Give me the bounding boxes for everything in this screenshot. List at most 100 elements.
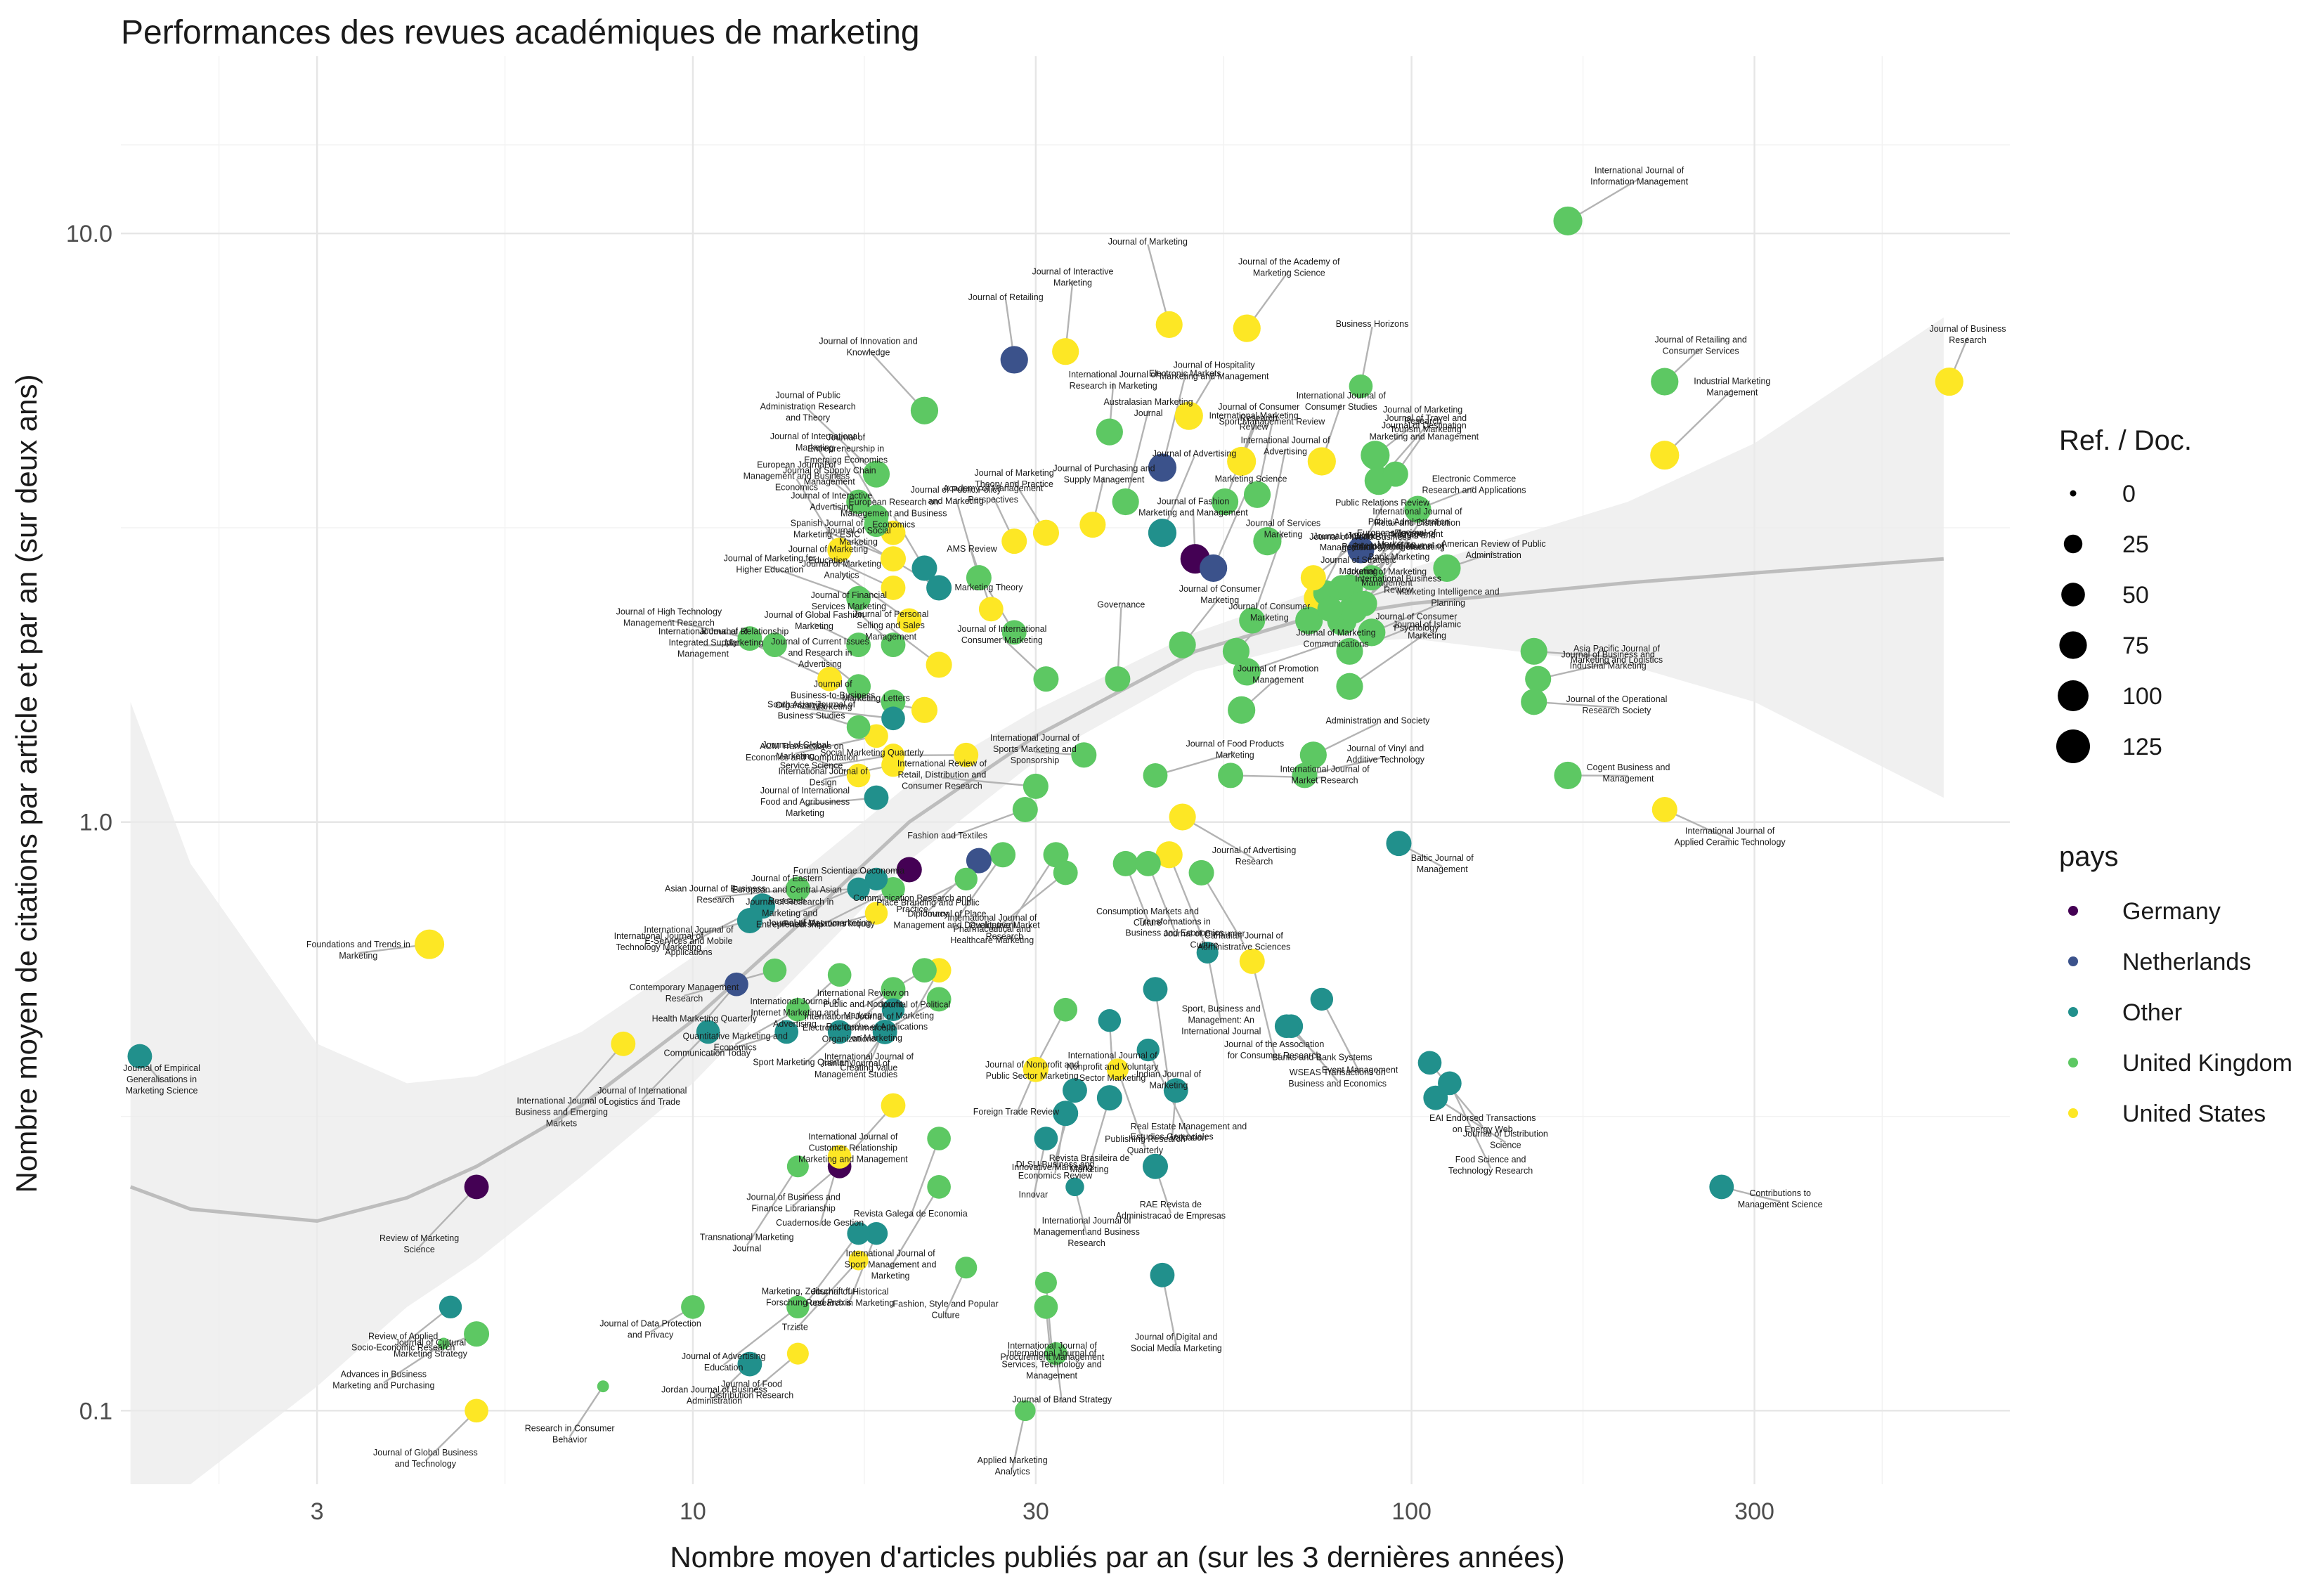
data-point (1148, 453, 1177, 482)
point-label: International Journal of Services, Techno… (1001, 1348, 1101, 1380)
leader-line (746, 1166, 799, 1247)
y-axis-title: Nombre moyen de citations par article et… (10, 375, 43, 1193)
point-label: Journal of Consumer Culture (1164, 929, 1245, 950)
data-point (597, 1380, 609, 1393)
data-point (1307, 447, 1336, 476)
point-label: Journal of Cultural Marketing Strategy (394, 1337, 468, 1358)
point-label: International Journal of E-Services and M… (644, 925, 734, 957)
data-point (1554, 761, 1582, 790)
point-label: Marketing, Zeitschrift fur Forschung und … (762, 1287, 856, 1308)
point-label: Journal of Business and Industrial Market… (1561, 650, 1654, 671)
data-point (1520, 637, 1547, 665)
data-point (978, 597, 1004, 622)
point-label: European Journal of Management and Busine… (744, 460, 850, 493)
color-legend-label: Other (2122, 999, 2182, 1026)
leader-line (890, 1186, 940, 1268)
data-points (127, 206, 1963, 1423)
point-label: Journal of Marketing Research (1383, 405, 1462, 426)
point-label: Journal of Purchasing and Supply Manageme… (1053, 464, 1155, 485)
data-point (955, 1257, 978, 1279)
leader-line (807, 1233, 859, 1301)
data-point (881, 575, 906, 600)
data-point (1650, 441, 1680, 470)
data-point (1227, 446, 1257, 476)
trend-line-path (129, 557, 1944, 1224)
data-point (926, 651, 952, 678)
data-point (1143, 762, 1168, 788)
data-point (1300, 565, 1326, 591)
size-legend-label: 25 (2122, 531, 2149, 558)
size-legend-label: 125 (2122, 734, 2162, 760)
data-point (1239, 607, 1266, 634)
point-label: International Journal of Applied Ceramic … (1674, 826, 1786, 847)
data-point (864, 902, 888, 925)
point-label: Journal of Political Marketing (879, 1000, 950, 1021)
point-label: Foreign Trade Review (973, 1107, 1060, 1117)
point-label: Marketing Letters (842, 693, 910, 703)
data-point (881, 1093, 906, 1118)
color-legend-key (2068, 1108, 2078, 1118)
data-point (737, 626, 762, 651)
leader-line (799, 707, 894, 720)
data-point (1222, 637, 1250, 665)
data-point (966, 565, 992, 591)
color-legend-key (2068, 1007, 2078, 1017)
x-tick-label: 3 (311, 1498, 324, 1525)
data-point (827, 1020, 852, 1044)
point-label: Journal of Fashion Marketing and Manageme… (1138, 496, 1248, 517)
size-legend-key (2063, 534, 2083, 554)
point-label: ACM Transactions on Economics and Computa… (746, 741, 858, 762)
data-point (1218, 762, 1244, 788)
leader-line (1161, 376, 1186, 468)
leader-line (955, 498, 980, 578)
size-legend-key (2059, 631, 2087, 659)
trend-line (129, 557, 1944, 1224)
point-label: Marketing Intelligence and Planning (1397, 587, 1500, 608)
data-point (1358, 618, 1386, 647)
data-point (827, 963, 852, 987)
data-point (990, 842, 1016, 868)
size-legend-key (2058, 680, 2089, 711)
point-label: Journal of Food Distribution Research (710, 1379, 794, 1400)
data-point (1521, 689, 1547, 715)
data-point (1386, 831, 1412, 857)
point-label: Publishing Research Quarterly (1105, 1134, 1186, 1155)
data-point (881, 876, 905, 901)
data-point (681, 1295, 705, 1319)
data-point (1112, 850, 1138, 876)
data-point (864, 724, 888, 748)
point-label: Business Horizons (1336, 319, 1409, 329)
data-point (737, 1351, 762, 1377)
leader-line (642, 1031, 709, 1101)
point-label: Administration and Society (1325, 715, 1430, 725)
point-label: Journal of the Association for Consumer R… (1224, 1039, 1324, 1060)
data-point (864, 867, 888, 891)
data-point (1096, 418, 1123, 446)
data-point (415, 929, 445, 959)
point-labels: Journal of Fashion Marketing and Manageme… (123, 165, 2006, 1477)
data-point (1200, 554, 1228, 583)
point-label: Research in Consumer Behavior (525, 1423, 615, 1444)
leader-line (1168, 854, 1205, 943)
point-label: Journal of Consumer Marketing (1179, 584, 1261, 605)
data-point (1433, 554, 1461, 583)
data-point (846, 674, 871, 699)
size-legend-label: 100 (2122, 683, 2162, 710)
point-label: Journal of Personal Selling and Sales Mana… (853, 609, 929, 642)
point-label: Australasian Marketing Journal (1103, 397, 1193, 418)
point-label: Iranian Journal of Management Studies (814, 1058, 897, 1079)
point-label: Estudios Gerenciales (1131, 1131, 1214, 1141)
point-label: International Journal of Sports Marketing… (990, 733, 1080, 765)
data-point (464, 1321, 490, 1347)
leader-line (658, 919, 751, 946)
point-label: International Review on Public and Nonpro… (817, 988, 909, 1020)
point-label: RAE Revista de Administracao de Empresas (1116, 1200, 1226, 1221)
point-label: Cogent Business and Management (1587, 762, 1670, 784)
point-label: AMS Review (947, 544, 998, 554)
point-label: Journal of Retailing and Consumer Service… (1654, 335, 1746, 356)
x-tick-label: 100 (1391, 1498, 1432, 1525)
leader-line (418, 1186, 477, 1248)
point-label: Journal of Macromarketing (767, 919, 871, 928)
leader-line (1124, 410, 1150, 502)
data-point (1034, 1127, 1058, 1150)
